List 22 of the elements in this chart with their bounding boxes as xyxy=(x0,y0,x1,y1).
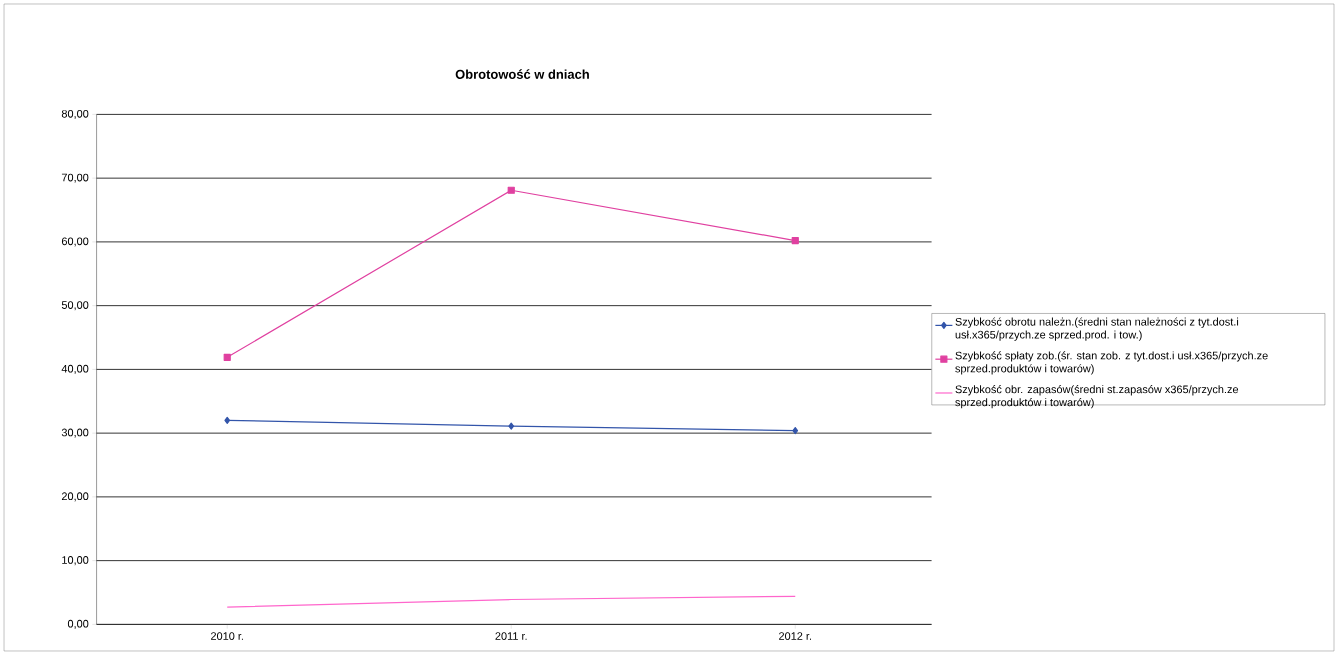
chart-title: Obrotowość w dniach xyxy=(455,69,589,79)
y-tick-label: 20,00 xyxy=(61,492,89,502)
legend-label: Szybkość obr. zapasów(średni st.zapasów x365/przych.ze sprzed.produktów i towarów) xyxy=(955,385,1239,409)
y-tick-label: 60,00 xyxy=(61,237,89,247)
x-tick-label: 2012 r. xyxy=(779,632,812,640)
y-tick-label: 70,00 xyxy=(61,173,89,183)
y-tick-label: 80,00 xyxy=(61,109,89,119)
point xyxy=(791,237,799,245)
legend-label: Szybkość spłaty zob.(śr. stan zob. z tyt.dost.i usł.x365/przych.ze sprzed.produktów i towarów) xyxy=(955,351,1268,375)
y-tick-label: 40,00 xyxy=(61,364,89,374)
point xyxy=(792,426,799,435)
point xyxy=(223,353,231,361)
y-tick-label: 0,00 xyxy=(67,619,89,629)
point xyxy=(224,416,231,424)
y-tick-label: 10,00 xyxy=(62,556,89,566)
y-tick-label: 30,00 xyxy=(61,428,89,438)
x-tick-label: 2011 r. xyxy=(495,632,527,640)
y-tick-label: 50,00 xyxy=(61,301,89,311)
x-tick-label: 2010 r. xyxy=(211,632,243,640)
legend-label: Szybkość obrotu należn.(średni stan należności z tyt.dost.i usł.x365/przych.ze sprzed.prod. i tow.) xyxy=(955,317,1239,341)
point xyxy=(508,422,515,430)
point xyxy=(507,186,515,194)
